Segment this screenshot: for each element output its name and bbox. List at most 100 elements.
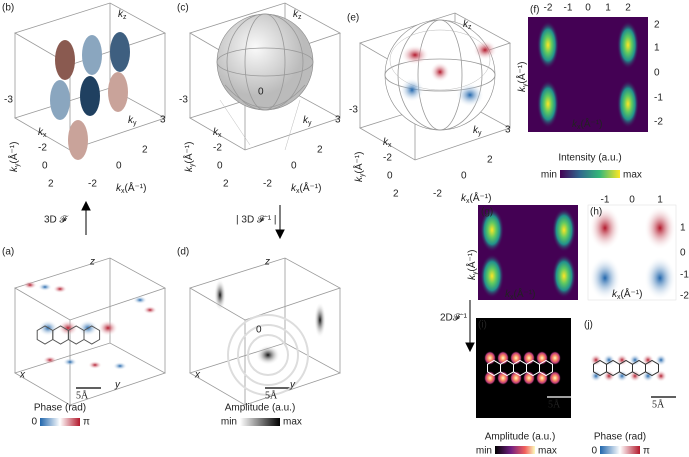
unit: (Å⁻¹) [182,142,195,164]
subscript: y [308,120,312,127]
orbital [133,296,147,304]
k: k [9,166,20,172]
label: z [264,257,270,268]
label: -3 [179,95,188,106]
label: (i) [478,320,487,331]
heatmap [528,17,648,178]
ellipsoids [50,32,130,160]
phase-blob [629,354,641,366]
k: k [116,183,122,194]
k: k [354,176,365,182]
label: -1 [680,270,689,281]
axis-label: ky [303,115,312,127]
ring [247,334,289,376]
subscript: x [510,294,514,301]
label: π [643,446,650,457]
label: (c) [177,3,189,14]
orbital [38,283,52,291]
phase-blob [603,354,615,366]
phase-blob [642,354,654,366]
k: k [467,274,478,280]
label: (d) [177,247,189,258]
label: 0 [461,171,467,182]
phase-blob [590,354,602,366]
label: -2 [680,291,689,302]
label: 0 [680,248,686,259]
label: 0 [217,161,223,172]
label: 0 [256,325,262,336]
amplitude-blob [549,371,561,385]
axis-label: kx(Å⁻¹) [291,181,321,195]
label: 5Å [548,398,561,410]
k: k [383,137,389,148]
unit: (Å⁻¹) [514,287,536,300]
axis-label: kx(Å⁻¹) [505,287,535,301]
label: -2 [88,179,97,190]
label: 2 [223,179,229,190]
label: 0 [42,161,48,172]
phase-blob [655,354,667,366]
label: 2 [317,145,323,156]
label: (b) [2,3,14,14]
label: -2 [544,3,553,14]
axis-label: kx(Å⁻¹) [572,117,602,131]
subscript: z [298,14,302,21]
subscript: x [43,132,47,139]
k: k [505,289,511,300]
label: -2 [213,143,222,154]
axis-label: kz [293,9,302,21]
subscript: x [121,188,125,195]
colorbar [40,418,80,426]
ring [227,314,309,396]
k: k [128,115,134,126]
unit: (Å⁻¹) [125,181,147,194]
label: 3 [160,115,166,126]
unit: (Å⁻¹) [581,117,603,130]
orbital [43,356,57,364]
label: -2 [263,179,272,190]
k: k [463,19,469,30]
unit: (Å⁻¹) [465,250,478,272]
label: min [476,446,492,457]
label: 1 [657,195,663,206]
label: 0 [591,446,597,457]
ring [645,359,659,377]
subscript: x [388,142,392,149]
k: k [118,9,124,20]
subscript: y [359,173,366,177]
axis-label: ky(Å⁻¹) [352,152,366,182]
label: 5Å [76,389,89,401]
label: 0 [387,171,393,182]
unit: (Å⁻¹) [7,142,20,164]
label: 0 [116,161,122,172]
label: 2 [654,20,660,31]
label: 5Å [652,398,665,410]
amplitude-blob [256,345,280,365]
label: 2 [487,155,493,166]
label: 2 [48,179,54,190]
label: 2D𝓕⁻¹ [440,313,468,324]
orbital [58,320,78,336]
phase-blob [590,370,602,382]
colorbar [495,446,535,454]
k: k [184,166,195,172]
k: k [38,127,44,138]
label: min [541,170,557,181]
label: 1 [605,3,611,14]
unit: (Å⁻¹) [300,181,322,194]
orbital [143,306,157,314]
label: 3D 𝓕 [44,215,69,226]
sphere [384,19,497,131]
label: π [83,417,90,428]
label: (e) [347,13,359,24]
label: -1 [601,195,610,206]
axis-label: kx(Å⁻¹) [116,181,146,195]
label: 3 [505,125,511,136]
axis-label: ky(Å⁻¹) [182,142,196,172]
label: -1 [654,93,663,104]
label: 2 [393,189,399,200]
ring [237,324,299,386]
label: (h) [590,207,602,218]
